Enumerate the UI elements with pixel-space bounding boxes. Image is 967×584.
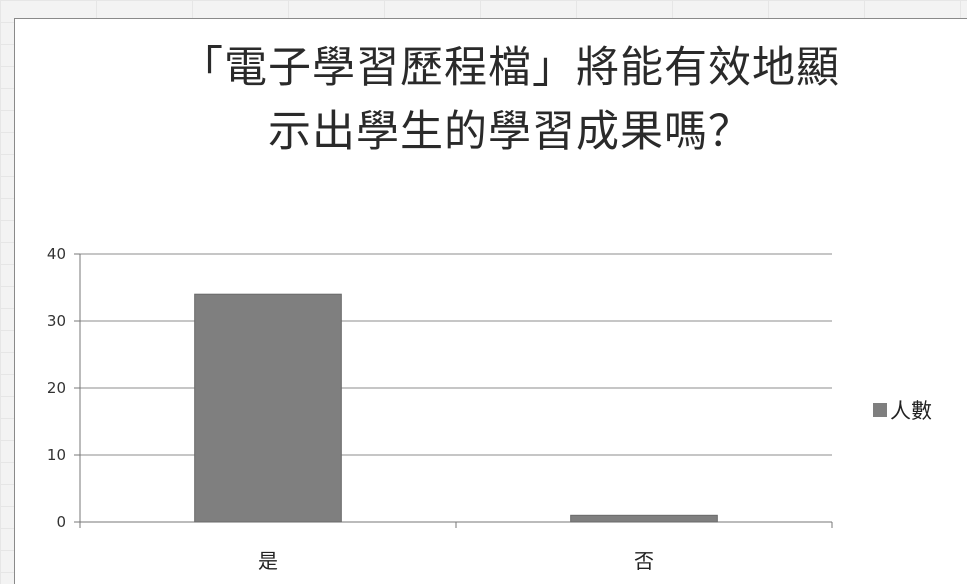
chart-frame[interactable]: [14, 18, 967, 584]
bar-2: [570, 514, 718, 523]
chart-legend: 人數: [873, 395, 932, 425]
y-tick-label: 10: [47, 446, 66, 464]
y-tick-label: 20: [47, 379, 66, 397]
x-category-label: 是: [258, 549, 278, 573]
y-tick-label: 30: [47, 312, 66, 330]
y-tick-label: 40: [47, 245, 66, 263]
bar-1: [194, 293, 342, 523]
chart-title-line-2: 示出學生的學習成果嗎？: [268, 107, 752, 157]
legend-label: 人數: [890, 399, 932, 423]
x-category-label: 否: [634, 549, 654, 573]
legend-swatch: [873, 403, 887, 417]
chart-title-line-1: 「電子學習歷程檔」將能有效地顯: [180, 43, 840, 93]
chart-title: 「電子學習歷程檔」將能有效地顯 示出學生的學習成果嗎？: [130, 36, 890, 164]
y-tick-label: 0: [56, 513, 66, 531]
